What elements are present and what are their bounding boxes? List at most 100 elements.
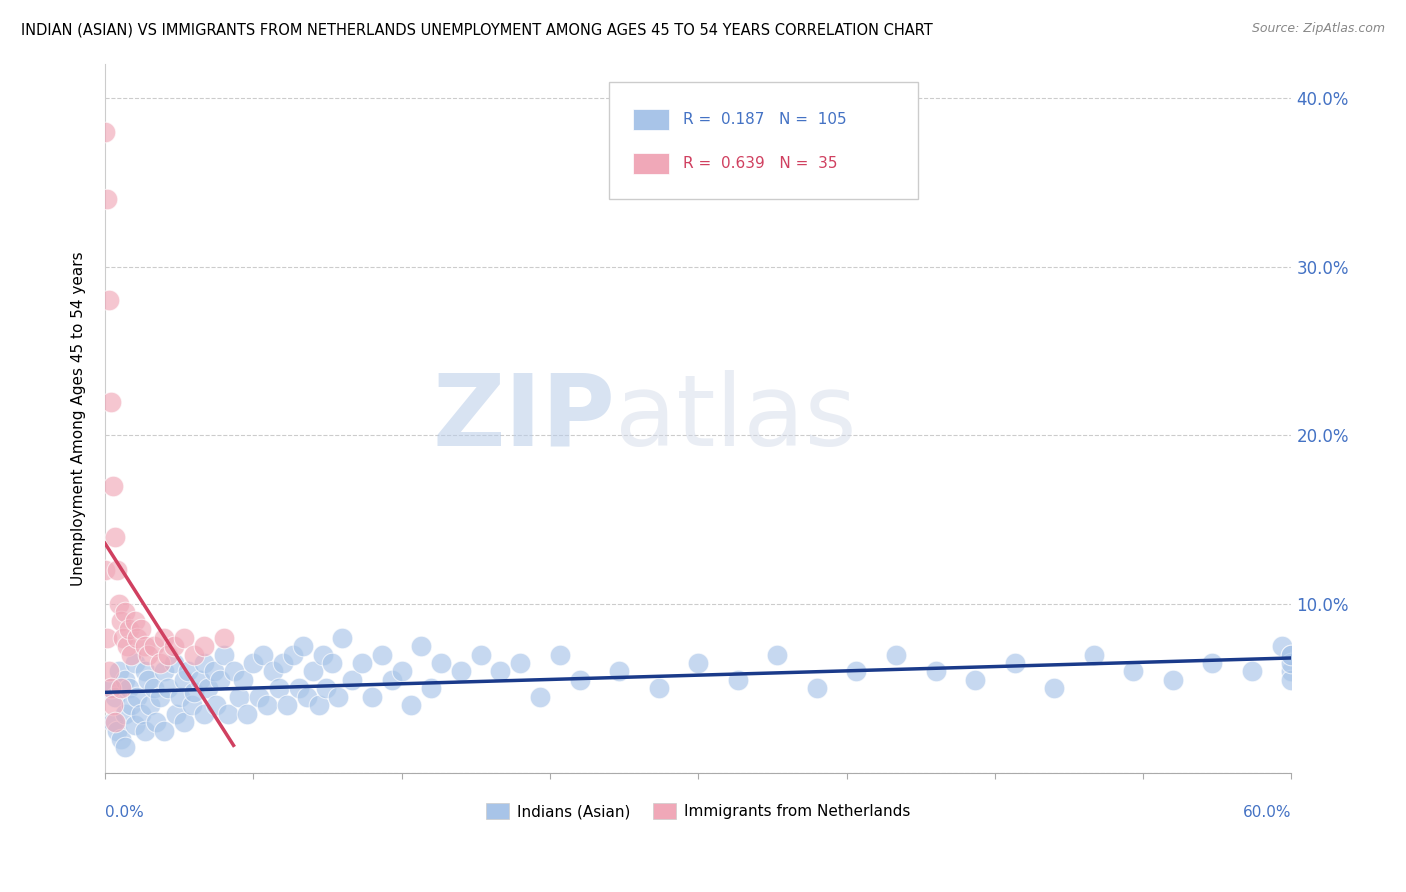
- Point: [212, 631, 235, 645]
- Point: [688, 656, 710, 670]
- Point: [242, 656, 264, 670]
- Point: [401, 698, 423, 713]
- Point: [247, 690, 270, 704]
- Point: [568, 673, 591, 687]
- Point: [163, 639, 186, 653]
- FancyBboxPatch shape: [609, 82, 918, 199]
- Point: [104, 715, 127, 730]
- Point: [183, 648, 205, 662]
- Point: [276, 698, 298, 713]
- Text: ZIP: ZIP: [432, 370, 616, 467]
- Point: [321, 656, 343, 670]
- Point: [125, 631, 148, 645]
- Point: [232, 673, 254, 687]
- Point: [361, 690, 384, 704]
- Point: [1083, 648, 1105, 662]
- Point: [114, 606, 136, 620]
- Point: [149, 656, 172, 670]
- Point: [173, 631, 195, 645]
- Point: [845, 665, 868, 679]
- Point: [114, 706, 136, 721]
- Point: [97, 665, 120, 679]
- Point: [924, 665, 946, 679]
- Point: [267, 681, 290, 696]
- Point: [157, 648, 180, 662]
- Point: [727, 673, 749, 687]
- Point: [288, 681, 311, 696]
- Point: [291, 639, 314, 653]
- Point: [94, 124, 117, 138]
- Point: [177, 665, 200, 679]
- Point: [281, 648, 304, 662]
- Point: [118, 681, 141, 696]
- Point: [110, 731, 132, 746]
- Point: [153, 723, 176, 738]
- Point: [330, 631, 353, 645]
- Point: [193, 656, 215, 670]
- Point: [101, 715, 124, 730]
- Point: [105, 723, 128, 738]
- Point: [129, 623, 152, 637]
- Point: [149, 690, 172, 704]
- Point: [1004, 656, 1026, 670]
- Point: [129, 706, 152, 721]
- Point: [1281, 656, 1303, 670]
- Point: [509, 656, 531, 670]
- Point: [212, 648, 235, 662]
- Text: R =  0.187   N =  105: R = 0.187 N = 105: [683, 112, 846, 127]
- Point: [183, 684, 205, 698]
- Point: [145, 715, 167, 730]
- Point: [120, 698, 142, 713]
- Point: [193, 706, 215, 721]
- Point: [1281, 648, 1303, 662]
- Point: [450, 665, 472, 679]
- Point: [143, 639, 166, 653]
- Point: [391, 665, 413, 679]
- Point: [124, 614, 146, 628]
- FancyBboxPatch shape: [633, 153, 669, 174]
- Point: [108, 597, 131, 611]
- Point: [104, 690, 127, 704]
- Point: [1201, 656, 1223, 670]
- Point: [607, 665, 630, 679]
- Point: [165, 706, 187, 721]
- Point: [188, 673, 211, 687]
- Point: [311, 648, 333, 662]
- Point: [352, 656, 374, 670]
- Point: [262, 665, 284, 679]
- Point: [647, 681, 669, 696]
- Point: [143, 681, 166, 696]
- Point: [153, 665, 176, 679]
- Point: [100, 681, 122, 696]
- Text: INDIAN (ASIAN) VS IMMIGRANTS FROM NETHERLANDS UNEMPLOYMENT AMONG AGES 45 TO 54 Y: INDIAN (ASIAN) VS IMMIGRANTS FROM NETHER…: [21, 22, 932, 37]
- Point: [111, 631, 134, 645]
- Point: [548, 648, 571, 662]
- Point: [115, 639, 138, 653]
- Point: [1043, 681, 1066, 696]
- Point: [114, 673, 136, 687]
- Point: [125, 690, 148, 704]
- Point: [173, 673, 195, 687]
- Point: [139, 698, 162, 713]
- Point: [420, 681, 443, 696]
- Text: atlas: atlas: [616, 370, 856, 467]
- Point: [204, 698, 226, 713]
- Point: [1281, 665, 1303, 679]
- Point: [1281, 648, 1303, 662]
- Text: 0.0%: 0.0%: [105, 805, 143, 820]
- Text: 60.0%: 60.0%: [1243, 805, 1292, 820]
- Point: [766, 648, 789, 662]
- Point: [101, 479, 124, 493]
- Point: [301, 665, 323, 679]
- Point: [236, 706, 259, 721]
- Point: [94, 563, 117, 577]
- Point: [105, 563, 128, 577]
- Point: [173, 715, 195, 730]
- Point: [124, 656, 146, 670]
- Point: [806, 681, 828, 696]
- Point: [208, 673, 231, 687]
- Text: Source: ZipAtlas.com: Source: ZipAtlas.com: [1251, 22, 1385, 36]
- Point: [222, 665, 245, 679]
- Point: [169, 690, 191, 704]
- Point: [181, 698, 204, 713]
